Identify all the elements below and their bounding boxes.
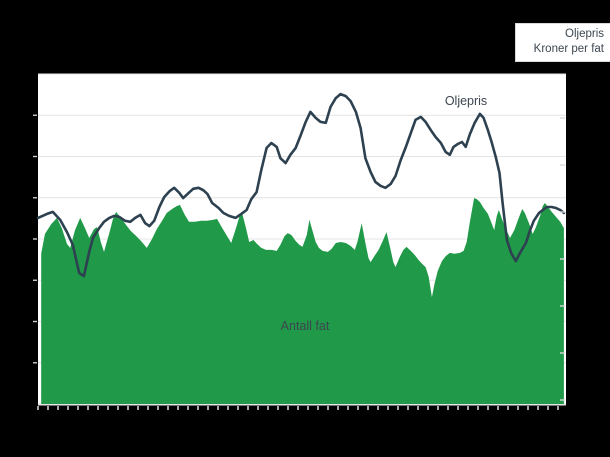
antall-fat-area xyxy=(41,198,564,404)
oljepris-line xyxy=(36,92,566,278)
oljepris-line-label: Oljepris xyxy=(445,94,487,108)
antall-fat-area-label: Antall fat xyxy=(281,319,330,333)
legend-unit-label: Kroner per fat xyxy=(533,43,604,55)
chart-legend: Oljepris Kroner per fat xyxy=(515,23,610,62)
antall-fat-area-series xyxy=(41,198,564,404)
legend-series-name: Oljepris xyxy=(565,28,604,40)
oljepris-line-series xyxy=(36,92,566,278)
axis-ticks xyxy=(33,114,566,410)
